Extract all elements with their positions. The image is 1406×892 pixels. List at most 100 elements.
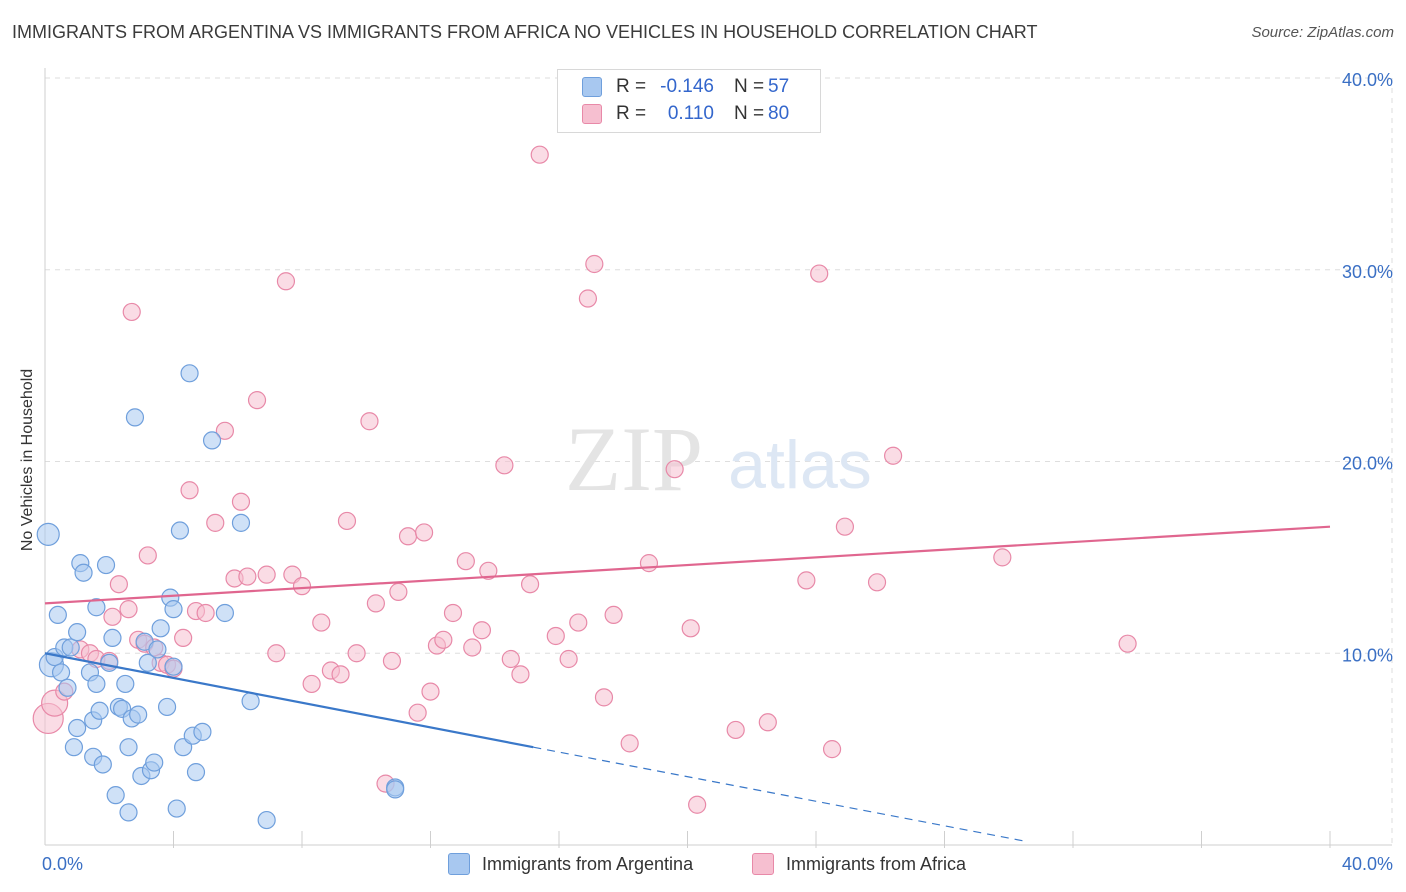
argentina-swatch [582, 77, 602, 97]
africa-point [520, 575, 540, 594]
africa-point [302, 674, 321, 694]
source-note: Source: ZipAtlas.com [1251, 24, 1394, 41]
argentina-point [138, 653, 157, 672]
africa-point [665, 460, 684, 479]
argentina-point [125, 408, 145, 427]
africa-point [215, 421, 234, 440]
argentina-point [186, 763, 206, 782]
argentina-point [145, 753, 164, 772]
africa-point [331, 665, 350, 684]
y-tick-label: 40.0% [1342, 70, 1393, 90]
argentina-point [106, 786, 125, 805]
africa-point [501, 649, 520, 669]
africa-point [559, 649, 578, 669]
argentina-point [119, 803, 138, 822]
africa-n-value: 80 [768, 103, 790, 124]
argentina-point [74, 563, 93, 582]
argentina-n-value: 57 [768, 76, 790, 97]
africa-point [276, 272, 296, 291]
legend-row-argentina: R = -0.146 N = 57 [582, 74, 789, 100]
y-axis-label: No Vehicles in Household [19, 368, 36, 552]
argentina-point [386, 780, 405, 799]
africa-point [109, 575, 128, 594]
africa-point [434, 630, 453, 649]
africa-point [138, 546, 157, 565]
africa-point [479, 561, 498, 580]
africa-point [639, 554, 659, 573]
argentina-point [68, 718, 87, 738]
watermark-atlas: atlas [728, 427, 872, 503]
africa-point [681, 619, 700, 638]
argentina-point [151, 619, 170, 638]
argentina-point [167, 799, 186, 818]
argentina-point [116, 674, 135, 694]
africa-point [231, 492, 251, 511]
argentina-point [193, 722, 212, 741]
argentina-point [215, 603, 234, 623]
x-tick-label: 0.0% [42, 854, 83, 874]
africa-point [382, 651, 402, 671]
africa-swatch [582, 104, 602, 124]
africa-point [993, 548, 1012, 567]
africa-point [835, 517, 855, 536]
argentina-point [90, 701, 109, 720]
argentina-point [164, 600, 183, 619]
argentina-point [96, 555, 116, 575]
watermark-zip: ZIP [565, 408, 703, 510]
africa-point [366, 594, 385, 613]
argentina-point [231, 513, 251, 532]
africa-point [206, 513, 225, 532]
argentina-point [87, 598, 106, 617]
y-axis-label-wrap: No Vehicles in Household [16, 320, 40, 600]
africa-points [32, 145, 1137, 814]
argentina-point [100, 653, 119, 672]
argentina-point [148, 640, 167, 659]
africa-point [546, 626, 565, 646]
africa-point [292, 577, 312, 596]
africa-point [797, 571, 816, 590]
argentina-trend-line [44, 652, 534, 749]
africa-point [883, 446, 903, 465]
africa-point [456, 552, 475, 571]
n-label: N = [734, 76, 765, 97]
africa-point [421, 682, 440, 701]
x-tick-label: 40.0% [1342, 854, 1393, 874]
bottom-legend-argentina: Immigrants from Argentina [448, 852, 693, 876]
africa-point [180, 481, 199, 500]
africa-point [463, 638, 482, 657]
africa-point [122, 302, 141, 322]
argentina-points [36, 364, 405, 830]
africa-point [511, 665, 530, 684]
africa-point [604, 605, 623, 625]
africa-point [495, 456, 514, 475]
africa-point [174, 628, 193, 648]
watermark: ZIP atlas [565, 408, 872, 510]
africa-point [408, 703, 427, 722]
africa-point [443, 603, 463, 623]
argentina-point [87, 674, 106, 694]
africa-point [119, 600, 138, 619]
argentina-point [164, 657, 183, 676]
argentina-point [180, 364, 199, 383]
argentina-trend-extension [533, 746, 1025, 842]
argentina-point [119, 738, 138, 757]
africa-point [389, 582, 408, 601]
africa-point [414, 523, 434, 542]
argentina-legend-label: Immigrants from Argentina [482, 853, 694, 874]
africa-point [569, 613, 588, 632]
argentina-point [58, 678, 77, 697]
argentina-point [61, 638, 80, 657]
africa-point [398, 527, 418, 546]
africa-point [810, 264, 829, 283]
africa-point [758, 713, 777, 732]
argentina-point [170, 521, 190, 540]
argentina-point [51, 663, 71, 682]
tick-labels: 10.0% 20.0% 30.0% 40.0% 0.0% 40.0% [42, 70, 1393, 874]
argentina-point [36, 522, 60, 546]
africa-r-value: 0.110 [667, 103, 714, 124]
argentina-point [241, 692, 260, 711]
bottom-legend-africa: Immigrants from Africa [752, 852, 966, 876]
y-tick-label: 30.0% [1342, 262, 1393, 282]
y-tick-label: 10.0% [1342, 645, 1393, 665]
